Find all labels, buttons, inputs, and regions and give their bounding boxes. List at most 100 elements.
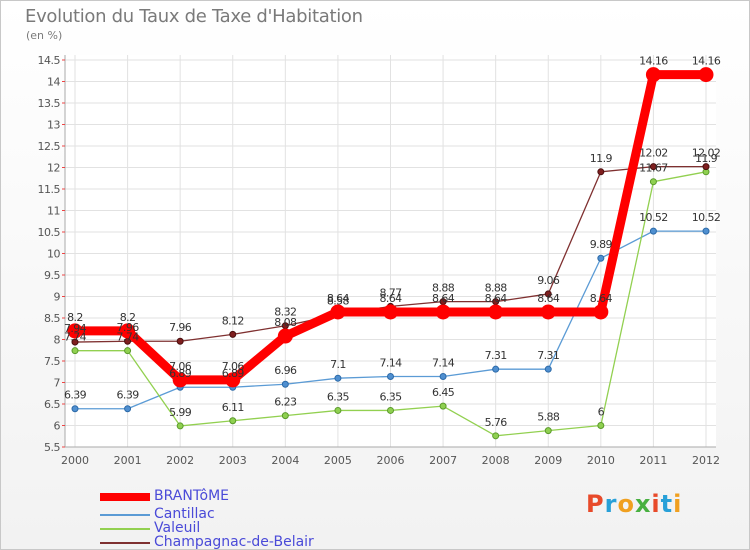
data-point — [597, 422, 605, 429]
data-label: 14.16 — [692, 55, 721, 68]
legend-label: Cantillac — [154, 506, 215, 522]
data-label: 5.88 — [537, 411, 560, 424]
data-label: 7.94 — [64, 322, 87, 335]
x-tick-label: 2006 — [377, 454, 405, 467]
y-tick-label: 6 — [54, 420, 61, 433]
data-label: 6.11 — [222, 401, 244, 414]
y-tick-label: 12 — [47, 162, 60, 175]
x-tick-label: 2003 — [219, 454, 247, 467]
legend-label: Valeuil — [154, 520, 201, 536]
data-point — [334, 374, 342, 382]
data-label: 12.02 — [692, 147, 721, 160]
data-label: 8.88 — [485, 282, 508, 295]
y-tick-label: 11 — [47, 205, 60, 218]
x-tick-label: 2008 — [482, 454, 510, 467]
data-point — [649, 163, 657, 171]
data-point — [176, 422, 184, 430]
legend-label: Champagnac-de-Belair — [154, 534, 314, 550]
data-label: 5.99 — [169, 406, 192, 419]
y-tick-label: 10 — [47, 248, 60, 261]
data-point — [439, 372, 447, 380]
legend-swatch — [100, 528, 150, 530]
y-tick-label: 13 — [47, 119, 60, 132]
data-point — [176, 337, 184, 345]
data-point — [492, 365, 500, 373]
data-label: 8.2 — [67, 311, 83, 324]
data-point — [540, 304, 556, 320]
data-label: 8.2 — [120, 311, 136, 324]
data-label: 7.96 — [169, 321, 192, 334]
y-tick-label: 7 — [54, 377, 61, 390]
data-label: 6.35 — [327, 390, 350, 403]
data-point — [649, 227, 657, 235]
y-tick-label: 8.5 — [44, 312, 60, 325]
data-label: 7.14 — [432, 356, 455, 369]
data-label: 8.58 — [327, 295, 350, 308]
data-point — [544, 365, 552, 373]
chart-title: Evolution du Taux de Taxe d'Habitation — [25, 6, 363, 27]
data-label: 9.89 — [590, 238, 613, 251]
data-point — [435, 304, 451, 320]
data-point — [124, 347, 132, 355]
data-point — [71, 347, 79, 355]
data-point — [229, 330, 237, 338]
data-point — [120, 323, 136, 339]
data-label: 5.76 — [485, 416, 508, 429]
data-label: 12.02 — [639, 147, 668, 160]
data-label: 8.64 — [379, 292, 402, 305]
data-label: 8.12 — [222, 314, 244, 327]
data-point — [698, 67, 714, 83]
data-point — [387, 406, 394, 414]
y-tick-label: 13.5 — [38, 97, 61, 110]
x-tick-label: 2000 — [61, 454, 89, 467]
legend-label: BRANTôME — [154, 488, 230, 504]
data-point — [172, 372, 188, 388]
data-label: 10.52 — [692, 211, 721, 224]
data-point — [383, 304, 398, 320]
data-point — [281, 380, 289, 388]
data-point — [544, 290, 552, 298]
data-label: 8.64 — [537, 292, 560, 305]
data-point — [593, 304, 609, 320]
data-point — [71, 338, 79, 346]
x-tick-label: 2002 — [166, 454, 194, 467]
data-point — [702, 163, 710, 171]
data-label: 11.67 — [639, 162, 668, 175]
data-label: 8.08 — [274, 316, 297, 329]
data-label: 6.23 — [274, 396, 297, 409]
x-tick-label: 2011 — [639, 454, 667, 467]
data-label: 8.64 — [590, 292, 613, 305]
data-label: 7.31 — [485, 349, 507, 362]
y-unit-label: (en %) — [26, 29, 63, 42]
data-label: 6.35 — [379, 390, 402, 403]
x-tick-label: 2010 — [587, 454, 615, 467]
data-label: 11.9 — [590, 152, 613, 165]
data-point — [488, 304, 504, 320]
data-point — [334, 406, 342, 414]
data-point — [71, 405, 79, 413]
data-point — [281, 412, 289, 420]
data-point — [277, 328, 293, 344]
data-label: 7.06 — [169, 360, 192, 373]
y-tick-label: 8 — [54, 334, 61, 347]
x-tick-label: 2012 — [692, 454, 720, 467]
data-point — [387, 372, 394, 380]
data-label: 8.77 — [379, 286, 402, 299]
data-point — [439, 402, 447, 410]
data-label: 6.96 — [274, 364, 297, 377]
data-label: 6.89 — [222, 367, 245, 380]
x-tick-label: 2007 — [429, 454, 457, 467]
data-point — [597, 254, 605, 262]
data-label: 8.88 — [432, 282, 455, 295]
legend-swatch — [100, 514, 150, 516]
data-point — [645, 67, 661, 83]
data-point — [330, 304, 346, 320]
data-label: 11.9 — [695, 152, 718, 165]
data-label: 6.89 — [169, 367, 192, 380]
data-label: 8.32 — [274, 306, 296, 319]
data-label: 7.06 — [222, 360, 245, 373]
data-label: 14.16 — [639, 55, 668, 68]
y-tick-label: 6.5 — [44, 398, 60, 411]
data-point — [67, 323, 83, 339]
data-point — [702, 227, 710, 235]
